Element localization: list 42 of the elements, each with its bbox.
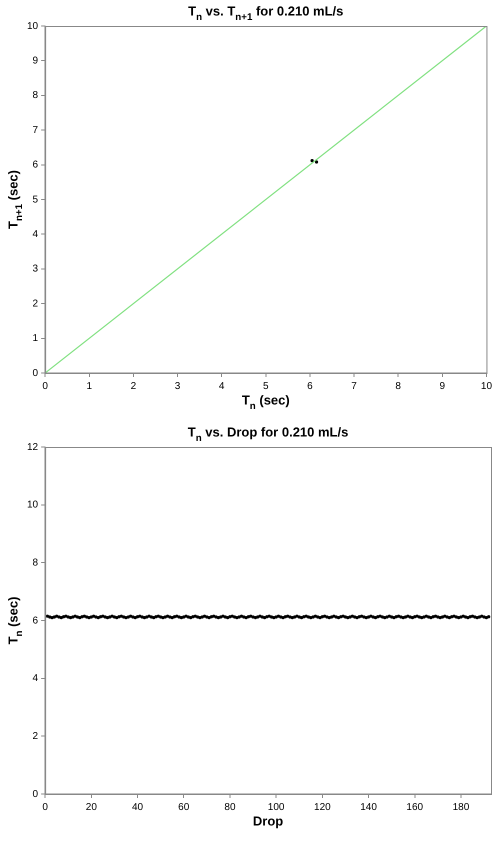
x-tick-label: 20: [86, 802, 98, 813]
y-tick-label: 12: [27, 442, 39, 453]
x-tick-label: 60: [178, 802, 190, 813]
x-tick-label: 7: [351, 380, 358, 392]
x-tick-label: 10: [480, 380, 492, 392]
x-tick-label: 5: [263, 380, 269, 392]
x-tick-label: 100: [268, 802, 285, 813]
x-tick-label: 0: [42, 802, 48, 813]
y-tick-label: 1: [32, 333, 39, 344]
y-tick-label: 4: [32, 228, 39, 240]
x-tick-label: 1: [86, 380, 92, 392]
x-tick-label: 80: [224, 802, 236, 813]
y-tick-label: 7: [32, 124, 39, 136]
y-tick-label: 8: [32, 557, 39, 568]
x-tick-label: 8: [395, 380, 402, 392]
y-tick-label: 4: [32, 673, 39, 684]
y-tick-label: 0: [32, 788, 39, 800]
y-tick-label: 5: [32, 194, 39, 206]
y-tick-label: 6: [32, 160, 39, 171]
x-tick-label: 9: [440, 380, 446, 392]
y-tick-label: 10: [27, 500, 39, 511]
x-tick-label: 180: [452, 802, 470, 813]
x-tick-label: 3: [174, 380, 181, 392]
x-axis-title: Drop: [252, 814, 284, 829]
x-tick-label: 6: [307, 380, 314, 392]
x-tick-label: 0: [42, 380, 48, 392]
x-tick-label: 40: [132, 802, 144, 813]
x-tick-label: 2: [130, 380, 137, 392]
y-tick-label: 2: [32, 298, 39, 310]
x-tick-label: 4: [218, 380, 225, 392]
x-tick-label: 120: [314, 802, 332, 813]
y-tick-label: 0: [32, 368, 39, 379]
y-tick-label: 8: [32, 90, 39, 102]
y-axis-title: Tn (sec): [6, 596, 25, 644]
y-tick-label: 10: [27, 20, 39, 32]
y-axis-title: Tn+1 (sec): [6, 170, 25, 229]
y-tick-label: 3: [32, 264, 39, 275]
x-tick-label: 160: [406, 802, 424, 813]
x-tick-label: 140: [360, 802, 378, 813]
y-tick-label: 2: [32, 730, 39, 742]
y-tick-label: 9: [32, 55, 39, 66]
y-tick-label: 6: [32, 615, 39, 626]
